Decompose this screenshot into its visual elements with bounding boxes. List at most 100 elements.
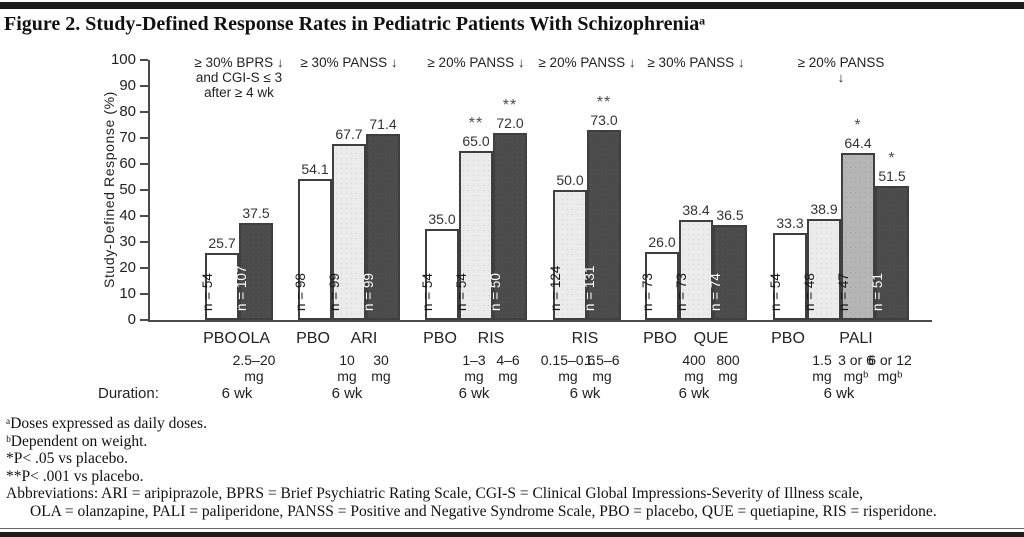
group-criterion-label: ≥ 30% PANSS ↓ [647,55,745,70]
footnote-line: **P< .001 vs placebo. [6,467,144,485]
y-tick-mark [140,189,148,191]
dose-label: 3 or 6 mgᵇ [838,352,874,384]
bar-value-label: 38.4 [682,202,710,219]
bar: 36.5 n = 74 [708,207,747,320]
bar: 37.5 n = 107 [234,205,273,320]
dose-label: 6 or 12 mgᵇ [868,352,912,384]
dose-label: 1–3 mg [462,352,486,384]
dose-label: 800 mg [716,352,740,384]
y-tick-label: 40 [119,207,136,224]
y-tick-label: 20 [119,259,136,276]
bar-value-label: 51.5 [878,168,906,185]
bar-value-label: 54.1 [301,161,329,178]
bar: * 51.5 n = 51 [870,150,909,320]
bar-value-label: 65.0 [462,133,490,149]
bar-value-label: 72.0 [496,114,524,131]
significance-marker: * [888,150,896,168]
bar-chart: Study-Defined Response (%) 0 10 20 30 40 50 60… [98,51,932,402]
bar-value-label: 73.0 [590,112,618,129]
bar-value-label: 37.5 [242,204,270,221]
bar-value-label: 25.7 [208,235,236,252]
x-tick-label: PBO [203,330,237,347]
duration-value: 6 wk [678,385,710,402]
y-tick-label: 70 [119,129,136,146]
y-tick-label: 50 [119,181,136,198]
bar-n-label: n = 124 [548,265,563,311]
y-tick-label: 90 [119,77,136,94]
footnote-line: ᵃDoses expressed as daily doses. [6,415,207,432]
bar-value-label: 71.4 [369,116,397,133]
bar-n-label: n = 54 [454,273,469,311]
y-tick-label: 10 [119,285,136,302]
bar: ** 73.0 n = 131 [582,94,621,320]
bar-value-label: 33.3 [776,215,804,232]
y-tick-label: 60 [119,155,136,172]
dose-label: 400 mg [682,352,706,384]
bar-n-label: n = 48 [802,273,817,311]
x-tick-label: PBO [771,330,805,347]
y-tick-label: 100 [110,51,136,68]
group-criterion-label: ≥ 20% PANSS ↓ [538,55,636,70]
bar-value-label: 50.0 [556,172,584,188]
footnotes: ᵃDoses expressed as daily doses. ᵇDepende… [6,415,1020,520]
x-tick-label: OLA [237,330,271,347]
dose-label: 30 mg [371,352,391,384]
y-tick-mark [140,319,148,321]
group-criterion-label: ≥ 30% BPRS ↓ and CGI-S ≤ 3 after ≥ 4 wk [194,55,284,100]
bar: 38.4 n = 73 [674,202,713,320]
x-tick-label: ARI [350,330,378,347]
x-tick-label: RIS [477,330,505,347]
bar-n-label: n = 73 [674,273,689,311]
y-tick-label: 0 [127,311,136,328]
y-tick-mark [140,163,148,165]
y-tick-label: 30 [119,233,136,250]
x-tick-label: PBO [643,330,677,347]
group-criterion-label: ≥ 20% PANSS ↓ [797,55,885,85]
duration-value: 6 wk [221,385,253,402]
significance-marker: ** [596,94,612,112]
bar: 54.1 n = 98 [293,161,332,320]
top-rule [0,2,1024,9]
bar: 38.9 n = 48 [802,201,841,320]
y-tick-mark [140,293,148,295]
x-tick-label: PBO [423,330,457,347]
significance-marker: ** [468,115,484,132]
bar-n-label: n = 54 [200,273,215,311]
bar-n-label: n = 73 [640,273,655,311]
bar: ** 72.0 n = 50 [488,97,527,320]
y-tick-mark [140,215,148,217]
y-tick-mark [140,241,148,243]
bar-value-label: 64.4 [844,134,872,151]
bar-value-label: 67.7 [335,126,363,142]
bar-value-label: 26.0 [648,234,676,251]
significance-marker: ** [502,96,518,114]
bar-n-label: n = 107 [234,265,249,311]
duration-value: 6 wk [331,385,363,402]
dose-label: 2.5–20 mg [232,352,276,384]
bar-n-label: n = 99 [327,273,342,311]
bar-n-label: n = 74 [708,273,723,311]
significance-marker: * [854,116,862,134]
bottom-rule-thick [0,532,1024,537]
bar: 71.4 n = 99 [361,116,400,320]
bar: 33.3 n = 54 [768,215,807,320]
group-criterion-label: ≥ 20% PANSS ↓ [427,55,525,70]
dose-label: 10 mg [337,352,357,384]
dose-label: 4–6 mg [496,352,520,384]
duration-row-label: Duration: [98,385,159,402]
bottom-rule-thin [0,528,1024,529]
bar-n-label: n = 51 [870,273,885,311]
x-tick-label: QUE [693,330,729,347]
dose-label: 1.5–6 mg [584,352,620,384]
duration-value: 6 wk [823,385,855,402]
footnote-line: *P< .05 vs placebo. [6,450,128,467]
plot-area: 0 10 20 30 40 50 60 70 80 90 100 ≥ 30% BPRS ↓ and C… [111,51,932,328]
bar-value-label: 35.0 [428,211,456,227]
x-tick-label: PBO [296,330,330,347]
x-tick-label: RIS [571,330,599,347]
bar-n-label: n = 131 [582,265,597,311]
bar-n-label: n = 47 [836,273,851,311]
footnote-line: OLA = olanzapine, PALI = paliperidone, P… [30,502,937,520]
bar: 25.7 n = 54 [200,235,239,320]
